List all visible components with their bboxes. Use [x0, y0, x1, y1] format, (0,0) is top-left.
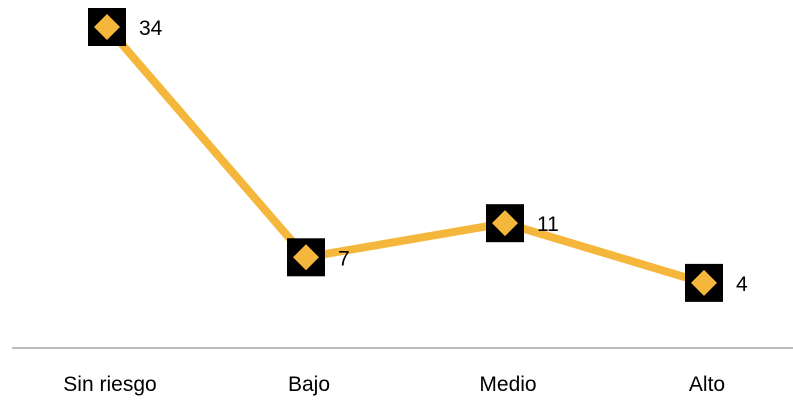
data-point-medio — [486, 204, 524, 243]
data-label-medio: 11 — [537, 213, 559, 236]
x-tick-label-medio: Medio — [479, 373, 536, 396]
marker-diamond — [691, 269, 717, 296]
x-tick-label-sin-riesgo: Sin riesgo — [63, 373, 156, 396]
data-point-bajo — [287, 238, 325, 277]
data-markers — [88, 8, 723, 302]
data-point-sin-riesgo — [88, 8, 126, 46]
marker-diamond — [94, 14, 120, 40]
series-line — [103, 23, 708, 287]
data-label-alto: 4 — [736, 273, 748, 296]
data-label-bajo: 7 — [338, 247, 350, 270]
data-labels: 34 7 11 4 — [139, 17, 748, 296]
x-tick-label-bajo: Bajo — [288, 373, 330, 396]
marker-diamond — [492, 210, 518, 237]
marker-diamond — [293, 244, 319, 271]
x-tick-label-alto: Alto — [689, 373, 725, 396]
data-point-alto — [685, 263, 723, 302]
data-label-sin-riesgo: 34 — [139, 17, 163, 40]
x-tick-labels: Sin riesgo Bajo Medio Alto — [63, 373, 725, 396]
